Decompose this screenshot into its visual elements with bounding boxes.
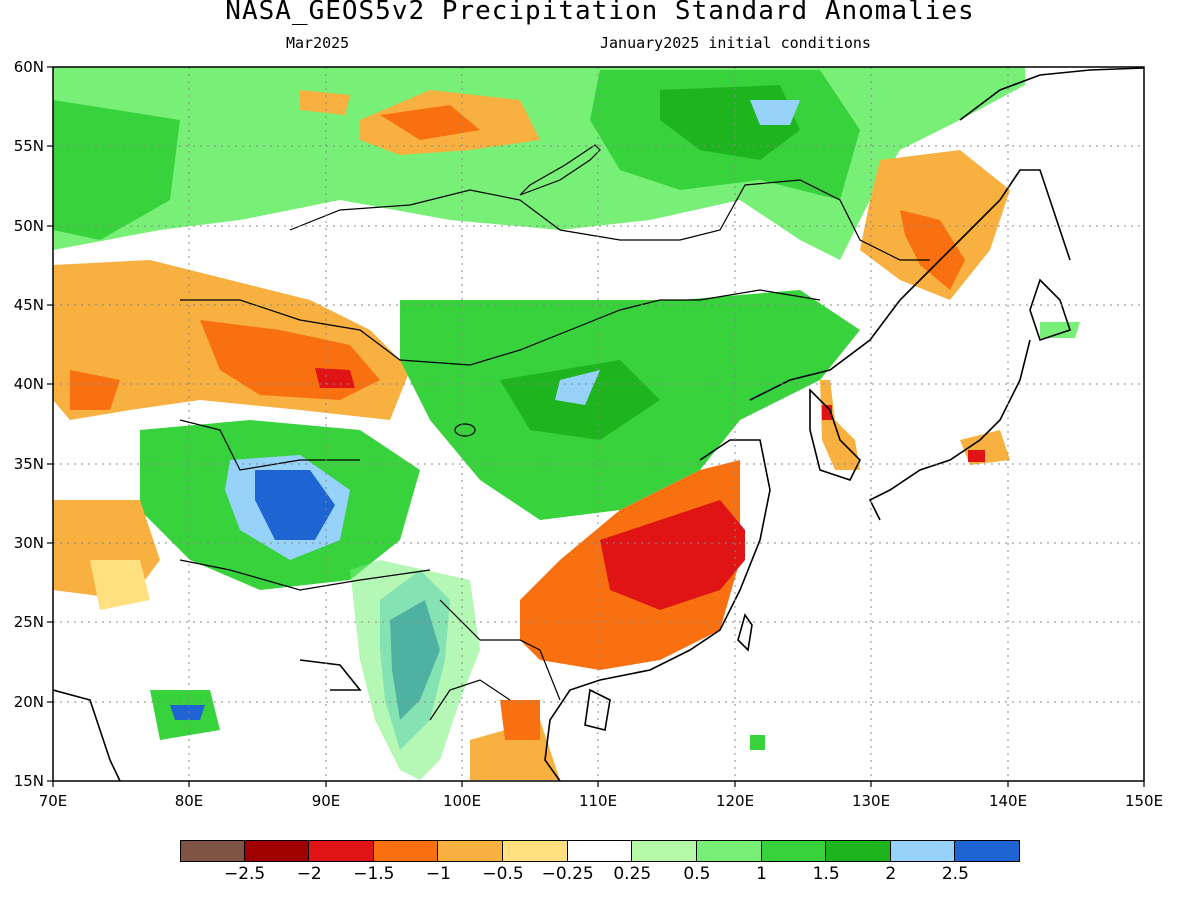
lon-tick-label: 100E: [443, 792, 481, 810]
lat-tick-label: 25N: [14, 613, 44, 631]
lon-tick-label: 140E: [989, 792, 1027, 810]
lat-tick-label: 60N: [14, 58, 44, 76]
lon-tick-label: 80E: [175, 792, 204, 810]
coastlines: [53, 67, 1144, 781]
legend-swatch: [890, 840, 956, 862]
map-title: NASA_GEOS5v2 Precipitation Standard Anom…: [225, 0, 975, 26]
lat-tick-label: 20N: [14, 693, 44, 711]
lon-tick-label: 110E: [579, 792, 617, 810]
lat-axis-labels: 60N 55N 50N 45N 40N 35N 30N 25N 20N 15N: [14, 58, 44, 790]
legend-swatch: [632, 840, 697, 862]
init-conditions-label: January2025 initial conditions: [600, 34, 871, 52]
legend-label: 2.5: [941, 864, 969, 884]
legend-label: 2: [885, 864, 897, 884]
lon-tick-label: 90E: [312, 792, 341, 810]
legend-label: 1: [756, 864, 767, 884]
tick-marks: [47, 66, 1145, 787]
borders: [179, 179, 930, 721]
legend-swatch: [309, 840, 374, 862]
lon-tick-label: 150E: [1125, 792, 1163, 810]
legend-label: 1.5: [812, 864, 840, 884]
legend-frame: [180, 840, 1020, 862]
lat-tick-label: 30N: [14, 534, 44, 552]
lon-tick-label: 70E: [39, 792, 68, 810]
lat-tick-label: 35N: [14, 455, 44, 473]
gridlines: [53, 67, 1144, 781]
legend-label: −0.5: [482, 864, 524, 884]
legend-swatch: [180, 840, 245, 862]
lon-tick-label: 130E: [852, 792, 890, 810]
lat-tick-label: 15N: [14, 772, 44, 790]
legend-swatch: [761, 840, 827, 862]
legend-label: −2.5: [223, 864, 266, 884]
legend-swatch: [438, 840, 504, 862]
valid-month-label: Mar2025: [286, 34, 350, 52]
legend-swatch: [373, 840, 439, 862]
legend-label: 0.5: [683, 864, 711, 884]
legend-swatch: [244, 840, 310, 862]
lakes: [454, 144, 601, 437]
lat-tick-label: 50N: [14, 217, 44, 235]
lat-tick-label: 40N: [14, 375, 44, 393]
legend-label: −2: [296, 864, 322, 884]
legend-swatch: [503, 840, 568, 862]
legend-swatch: [567, 840, 633, 862]
legend-label: −0.25: [541, 864, 594, 884]
lon-axis-labels: 70E 80E 90E 100E 110E 120E 130E 140E 150…: [39, 792, 1163, 810]
legend-label: −1: [425, 864, 451, 884]
legend-swatch: [696, 840, 762, 862]
legend-swatch: [826, 840, 891, 862]
south-china-red-region: [600, 500, 745, 610]
lon-tick-label: 120E: [716, 792, 754, 810]
lat-tick-label: 45N: [14, 296, 44, 314]
lat-tick-label: 55N: [14, 137, 44, 155]
legend-label: −1.5: [353, 864, 395, 884]
legend-label: 0.25: [613, 864, 652, 884]
